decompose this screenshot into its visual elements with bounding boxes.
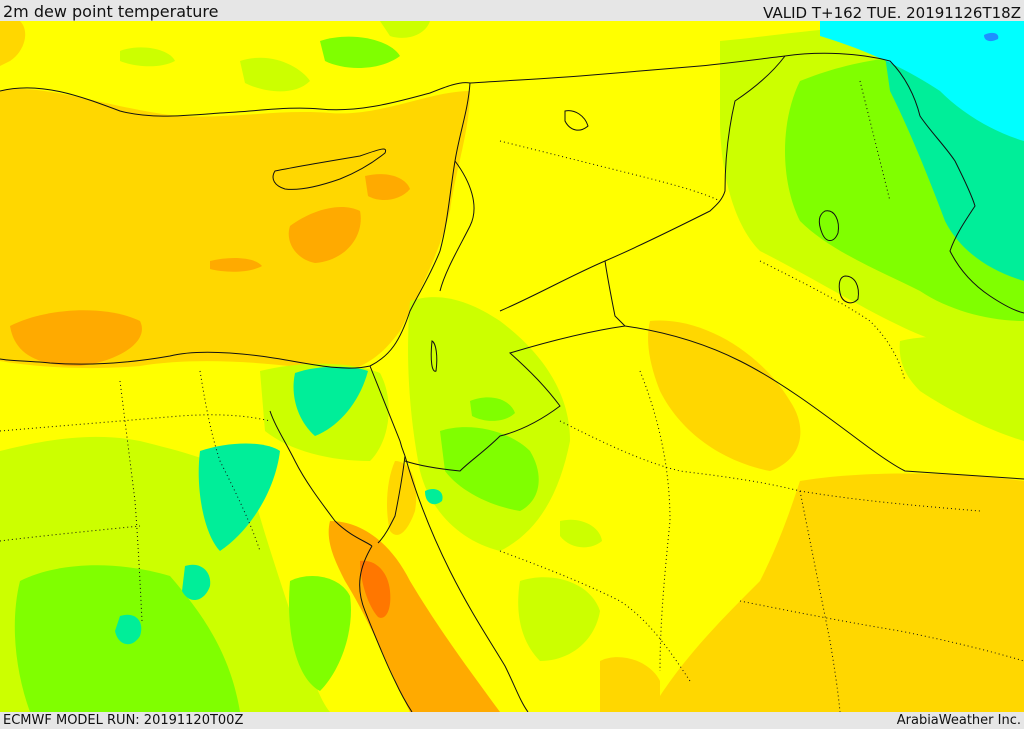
coast-dead-sea — [430, 340, 438, 372]
coast-redsea-east — [404, 455, 529, 712]
field-mediterranean — [0, 88, 470, 373]
field-med-orange-4 — [210, 258, 262, 272]
border-jordan-saudi — [404, 325, 626, 472]
prov-8 — [499, 140, 721, 202]
model-run: ECMWF MODEL RUN: 20191120T00Z — [3, 713, 244, 728]
field-levant-green-2 — [470, 397, 515, 421]
field-north-green-3 — [380, 21, 430, 38]
coast-redsea-west — [359, 545, 413, 712]
prov-4 — [559, 420, 981, 512]
map-title: 2m dew point temperature — [3, 2, 219, 21]
province-borders — [0, 80, 1024, 712]
field-redsea-darkorange — [360, 560, 391, 618]
border-lebanon-syria — [439, 160, 475, 292]
field-egypt-teal-3 — [115, 614, 142, 645]
coastlines — [0, 82, 859, 712]
border-iran-iraq — [784, 52, 1024, 314]
field-med-orange-3 — [365, 174, 410, 201]
coast-gulf-suez — [269, 410, 373, 547]
field-egypt-teal-2 — [182, 564, 211, 601]
coast-levant — [0, 82, 471, 369]
border-iraq-jordan-saudi — [604, 260, 1024, 480]
coast-cyprus — [272, 148, 387, 190]
header-bar: 2m dew point temperature VALID T+162 TUE… — [0, 0, 1024, 22]
field-egypt-green-2 — [289, 576, 351, 691]
coast-caspian-lake — [818, 210, 839, 241]
field-saudi-lightgreen — [518, 577, 600, 661]
coast-lake-assad — [564, 110, 589, 131]
prov-3 — [199, 370, 261, 552]
coast-gulf-aqaba — [377, 455, 406, 544]
field-turkey-west — [0, 21, 26, 66]
field-egypt-teal-1 — [198, 443, 280, 551]
field-north-green-4 — [120, 47, 175, 67]
border-israel-egypt — [369, 365, 406, 457]
field-saudi-gold-2 — [650, 473, 1024, 712]
valid-time: VALID T+162 TUE. 20191126T18Z — [763, 4, 1021, 22]
prov-7 — [759, 260, 906, 382]
field-levant-teal — [425, 489, 443, 505]
border-turkey-syria — [469, 55, 786, 84]
coast-turkey-south — [0, 82, 471, 117]
field-gulf-lightgreen — [899, 336, 1024, 441]
coast-lake-2 — [838, 275, 859, 304]
credit: ArabiaWeather Inc. — [896, 713, 1021, 728]
prov-6 — [639, 370, 671, 672]
field-east-cyan — [820, 21, 1024, 141]
field-saudi-gold-1 — [648, 320, 801, 471]
field-east-blue — [984, 32, 999, 42]
dew-point-map[interactable] — [0, 21, 1024, 712]
prov-12 — [0, 525, 141, 542]
prov-2 — [119, 380, 143, 622]
field-saudi-gold-3 — [600, 657, 660, 712]
field-north-green-1 — [240, 57, 310, 92]
footer-bar: ECMWF MODEL RUN: 20191120T00Z ArabiaWeat… — [0, 712, 1024, 729]
prov-1 — [0, 414, 271, 432]
border-syria-iraq — [499, 55, 786, 312]
prov-10 — [799, 490, 841, 712]
field-med-orange-1 — [10, 310, 142, 366]
field-north-green-2 — [320, 36, 400, 68]
field-levant-green-1 — [440, 427, 539, 511]
field-saudi-lightgreen-2 — [560, 519, 602, 548]
field-med-orange-2 — [288, 206, 361, 263]
country-borders — [369, 52, 1024, 480]
field-sinai-teal — [293, 366, 368, 436]
